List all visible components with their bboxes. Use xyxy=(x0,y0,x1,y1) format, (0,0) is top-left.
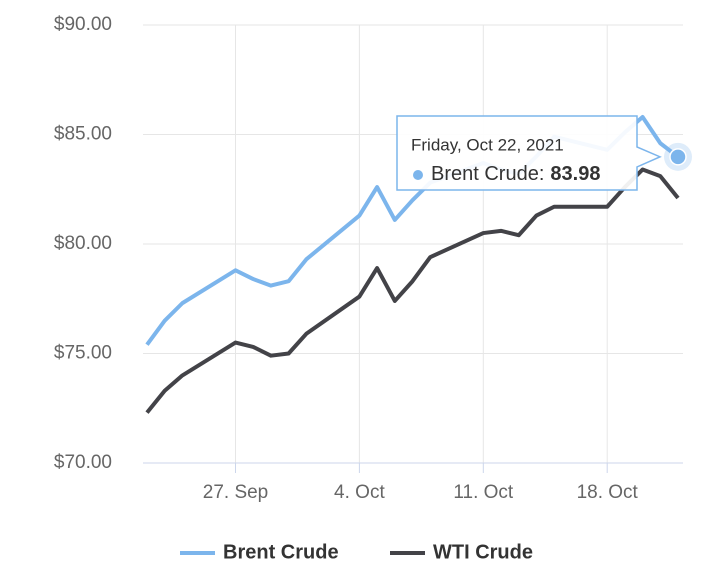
tooltip-label: Brent Crude: xyxy=(431,163,544,185)
highlight-point xyxy=(669,148,687,166)
y-tick-label: $85.00 xyxy=(54,124,112,145)
x-tick-label: 11. Oct xyxy=(453,482,514,503)
y-tick-label: $90.00 xyxy=(54,14,112,35)
y-tick-label: $70.00 xyxy=(54,452,112,473)
legend-label: WTI Crude xyxy=(433,541,533,563)
x-tick-label: 4. Oct xyxy=(334,482,385,503)
x-tick-label: 27. Sep xyxy=(203,482,269,503)
y-tick-label: $75.00 xyxy=(54,343,112,364)
series-line xyxy=(145,167,680,414)
y-tick-label: $80.00 xyxy=(54,233,112,254)
grid: $70.00 $75.00 $80.00 $85.00 $90.00 27. Sep 4. … xyxy=(54,14,683,503)
tooltip-text: Brent Crude: 83.98 xyxy=(431,163,600,185)
legend-item[interactable]: WTI Crude xyxy=(390,541,533,563)
tooltip-box xyxy=(396,115,662,191)
legend-label: Brent Crude xyxy=(223,541,339,563)
tooltip-title: Friday, Oct 22, 2021 xyxy=(411,135,564,154)
x-tick-label: 18. Oct xyxy=(577,482,639,503)
tooltip: Friday, Oct 22, 2021 Brent Crude: 83.98 xyxy=(396,115,692,191)
legend-item[interactable]: Brent Crude xyxy=(180,541,339,563)
tooltip-value: 83.98 xyxy=(550,163,600,185)
tooltip-dot xyxy=(413,170,423,180)
legend: Brent Crude WTI Crude xyxy=(180,541,533,563)
